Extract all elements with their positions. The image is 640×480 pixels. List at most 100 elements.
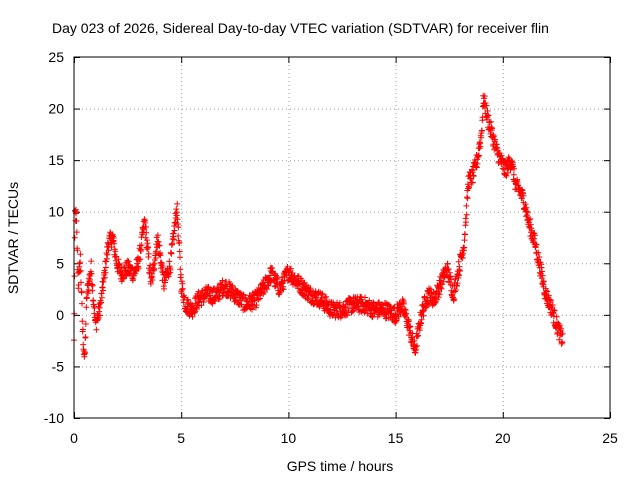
data-point	[539, 268, 545, 275]
data-point	[85, 290, 92, 297]
data-point	[274, 275, 281, 282]
data-point	[510, 171, 517, 178]
data-point	[287, 265, 294, 272]
data-point	[131, 272, 137, 279]
data-point	[98, 299, 104, 306]
data-point	[520, 192, 527, 199]
data-point	[362, 307, 369, 314]
data-point	[413, 346, 420, 353]
data-point	[253, 302, 260, 309]
data-point	[265, 282, 272, 289]
data-point	[461, 237, 468, 244]
data-point	[539, 272, 546, 279]
data-point	[105, 240, 112, 247]
data-point	[401, 306, 408, 313]
data-point	[558, 325, 564, 332]
data-point	[102, 269, 109, 276]
data-point	[78, 289, 85, 296]
data-point	[143, 224, 149, 230]
data-point	[158, 260, 165, 267]
data-point	[111, 240, 118, 247]
data-point	[176, 239, 183, 246]
data-point	[89, 281, 96, 288]
data-point	[412, 349, 419, 356]
data-point	[559, 339, 566, 346]
data-point	[167, 266, 174, 273]
data-point	[559, 330, 566, 337]
data-point	[264, 282, 271, 288]
y-tick-label: 15	[48, 152, 64, 168]
data-point	[171, 227, 178, 234]
data-point	[318, 291, 325, 298]
data-point	[79, 300, 85, 307]
data-point	[177, 266, 184, 273]
data-point	[153, 248, 160, 255]
data-point	[130, 276, 137, 282]
data-point	[143, 237, 150, 244]
data-point	[532, 232, 538, 239]
data-point	[307, 285, 314, 292]
data-point	[73, 229, 80, 236]
data-point	[462, 231, 469, 238]
data-point	[251, 297, 258, 304]
data-point	[100, 287, 107, 294]
data-point	[503, 172, 510, 179]
y-tick-label: 5	[56, 255, 64, 271]
data-point	[435, 294, 442, 301]
data-point	[469, 179, 476, 186]
data-point	[479, 127, 485, 134]
data-point	[484, 112, 491, 118]
data-point	[71, 234, 78, 241]
data-point	[418, 320, 424, 327]
data-point	[481, 93, 488, 100]
data-point	[180, 299, 187, 306]
data-point	[82, 349, 88, 356]
data-point	[103, 255, 110, 262]
data-point	[477, 143, 484, 150]
x-tick-label: 25	[602, 430, 618, 446]
data-point	[177, 254, 183, 261]
data-point	[93, 326, 100, 333]
data-point	[271, 283, 278, 290]
data-point	[154, 232, 161, 239]
data-point	[438, 285, 445, 292]
data-point	[540, 278, 547, 285]
chart-title: Day 023 of 2026, Sidereal Day-to-day VTE…	[52, 20, 549, 36]
data-point	[138, 234, 145, 241]
data-point	[547, 297, 554, 304]
data-point	[533, 241, 540, 248]
data-point	[369, 314, 376, 321]
data-point	[161, 285, 167, 292]
data-point	[138, 242, 145, 249]
data-point	[102, 264, 109, 271]
data-point	[112, 248, 119, 255]
data-point	[147, 280, 154, 287]
data-point	[460, 250, 466, 257]
data-point	[77, 251, 84, 258]
data-point	[149, 277, 156, 283]
x-tick-label: 20	[495, 430, 511, 446]
data-point	[85, 286, 92, 293]
data-point	[243, 297, 250, 304]
data-point	[527, 221, 534, 228]
data-point	[399, 296, 406, 303]
data-point	[305, 292, 311, 298]
y-tick-label: 0	[56, 307, 64, 323]
data-point	[407, 323, 414, 330]
data-point	[97, 312, 103, 319]
data-series	[71, 92, 566, 360]
data-point	[137, 256, 144, 263]
data-point	[526, 217, 533, 223]
data-point	[361, 306, 368, 313]
data-point	[78, 279, 84, 286]
data-point	[174, 200, 181, 207]
data-point	[283, 272, 290, 279]
data-point	[216, 295, 223, 302]
data-point	[280, 286, 287, 293]
data-point	[522, 201, 529, 208]
data-point	[483, 102, 490, 109]
data-point	[267, 272, 273, 279]
data-point	[179, 286, 186, 293]
data-point	[519, 195, 526, 202]
